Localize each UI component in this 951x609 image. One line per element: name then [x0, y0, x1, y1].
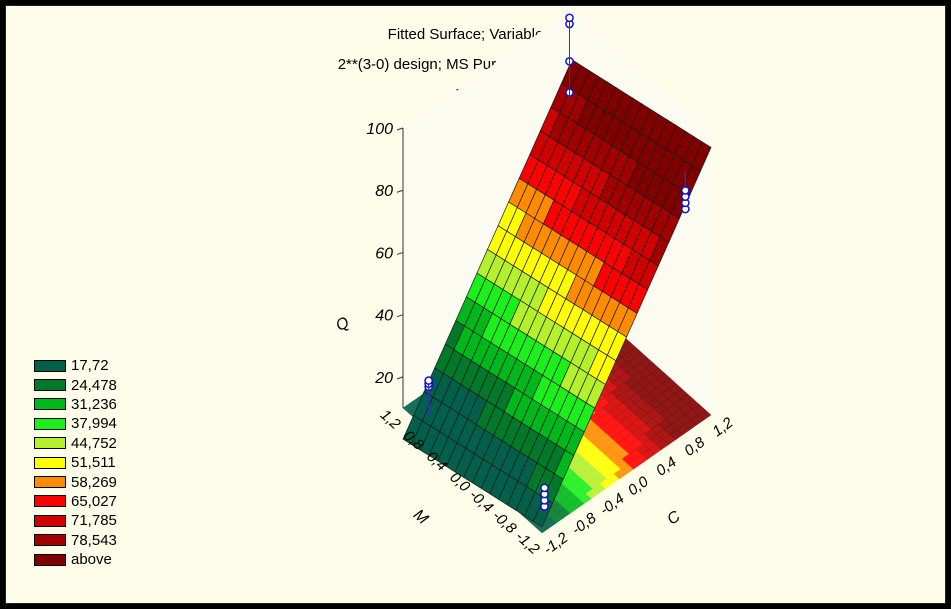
z-tick-label: 20	[374, 370, 393, 387]
c-tick-label: 1,2	[709, 414, 736, 440]
z-axis-label: Q	[333, 314, 352, 335]
legend-label: 44,752	[71, 435, 117, 452]
legend-swatch	[34, 457, 66, 469]
legend-swatch	[34, 360, 66, 372]
legend-item: 71,785	[34, 511, 117, 530]
legend-item: 51,511	[34, 453, 117, 472]
legend-label: 71,785	[71, 512, 117, 529]
data-point	[566, 14, 573, 21]
legend-label: 51,511	[71, 454, 116, 471]
m-tick-label: -0,8	[489, 507, 520, 537]
legend-label: 17,72	[71, 357, 109, 374]
m-tick-label: 1,2	[377, 406, 404, 433]
chart-frame: Fitted Surface; Variable: Q 2**(3-0) des…	[5, 5, 946, 604]
legend-item: 31,236	[34, 395, 117, 414]
c-tick-label: -1,2	[540, 529, 571, 558]
legend-item: above	[34, 550, 117, 569]
z-tick	[397, 377, 403, 379]
legend: 17,72 24,478 31,236 37,994 44,752 51,511 58,26…	[34, 356, 117, 569]
z-tick	[397, 190, 403, 192]
data-point	[682, 187, 689, 194]
z-tick-label: 80	[375, 183, 393, 200]
legend-label: 58,269	[71, 474, 117, 491]
legend-item: 44,752	[34, 434, 117, 453]
legend-swatch	[34, 398, 66, 410]
legend-swatch	[34, 534, 66, 546]
legend-item: 24,478	[34, 375, 117, 394]
data-point	[425, 377, 432, 384]
z-tick-label: 60	[375, 245, 393, 262]
c-tick-label: 0,8	[681, 434, 708, 460]
legend-label: 24,478	[71, 377, 117, 394]
z-tick-label: 40	[375, 308, 393, 325]
legend-label: 37,994	[71, 415, 117, 432]
legend-swatch	[34, 476, 66, 488]
c-axis-label: C	[664, 508, 684, 529]
legend-swatch	[34, 515, 66, 527]
c-tick-label: 0,0	[625, 473, 652, 499]
c-tick-label: -0,4	[597, 490, 628, 519]
legend-label: 65,027	[71, 493, 117, 510]
legend-swatch	[34, 495, 66, 507]
legend-swatch	[34, 418, 66, 430]
c-tick-label: -0,8	[569, 509, 600, 538]
legend-item: 17,72	[34, 356, 117, 375]
z-tick-label: 100	[366, 121, 393, 138]
legend-swatch	[34, 379, 66, 391]
legend-item: 58,269	[34, 472, 117, 491]
legend-item: 78,543	[34, 531, 117, 550]
legend-item: 37,994	[34, 414, 117, 433]
m-tick-label: -1,2	[512, 528, 543, 558]
legend-swatch	[34, 554, 66, 566]
z-tick	[397, 128, 403, 130]
z-tick	[397, 315, 403, 317]
legend-label: 78,543	[71, 532, 117, 549]
legend-swatch	[34, 437, 66, 449]
data-point	[541, 484, 548, 491]
c-tick-label: 0,4	[653, 454, 680, 480]
legend-label: 31,236	[71, 396, 117, 413]
m-axis-label: M	[410, 506, 432, 528]
legend-label: above	[71, 551, 112, 568]
z-tick	[397, 252, 403, 254]
surface-plot: 20406080100Q-1,2-0,8-0,40,00,40,81,2M-1,…	[6, 6, 945, 603]
legend-item: 65,027	[34, 492, 117, 511]
